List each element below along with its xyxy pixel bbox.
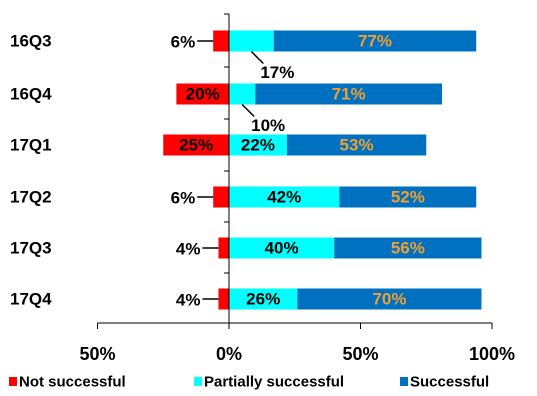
value-label-not-successful: 6% bbox=[171, 33, 196, 52]
labels-layer: 16Q3 6% 17% 77% 16Q4 20% 10% 71% 17Q1 25% 22% 53% 17… bbox=[10, 32, 425, 310]
bar-partially-successful-16Q4 bbox=[229, 83, 256, 105]
value-label-not-successful: 25% bbox=[179, 136, 213, 155]
value-label-partially-successful: 42% bbox=[267, 188, 301, 207]
category-label: 17Q2 bbox=[10, 188, 52, 207]
bar-not-successful-16Q4 bbox=[176, 83, 229, 105]
bar-partially-successful-17Q4 bbox=[229, 288, 298, 310]
category-label: 17Q1 bbox=[10, 136, 52, 155]
legend-label: Not successful bbox=[19, 374, 126, 391]
bar-successful-17Q4 bbox=[297, 288, 482, 310]
value-label-partially-successful: 22% bbox=[241, 136, 275, 155]
value-label-not-successful: 20% bbox=[186, 85, 220, 104]
value-label-not-successful: 4% bbox=[176, 291, 201, 310]
legend-swatch bbox=[400, 377, 408, 386]
axis-layer: 50% 0% 50% 100% bbox=[79, 13, 515, 364]
value-label-successful: 71% bbox=[332, 85, 366, 104]
value-label-partially-successful: 17% bbox=[260, 63, 294, 82]
x-tick-label: 100% bbox=[469, 344, 515, 364]
value-label-partially-successful: 10% bbox=[251, 116, 285, 135]
bar-successful-17Q2 bbox=[339, 186, 477, 208]
legend-swatch bbox=[9, 377, 17, 386]
value-label-partially-successful: 40% bbox=[265, 239, 299, 258]
bar-partially-successful-17Q1 bbox=[229, 134, 287, 156]
category-label: 16Q3 bbox=[10, 32, 52, 51]
leader-line-partially-successful bbox=[241, 103, 255, 118]
bar-successful-16Q3 bbox=[273, 30, 477, 52]
legend: Not successful Partially successful Succes… bbox=[9, 374, 489, 391]
x-tick-label: 50% bbox=[79, 344, 115, 364]
value-label-not-successful: 4% bbox=[176, 240, 201, 259]
legend-label: Successful bbox=[410, 374, 489, 391]
legend-swatch bbox=[194, 377, 202, 386]
bar-not-successful-17Q4 bbox=[218, 288, 229, 310]
bar-successful-16Q4 bbox=[255, 83, 443, 105]
x-tick-label: 50% bbox=[342, 344, 378, 364]
bar-partially-successful-17Q3 bbox=[229, 237, 335, 259]
value-label-successful: 70% bbox=[372, 290, 406, 309]
bar-successful-17Q1 bbox=[286, 134, 427, 156]
bar-partially-successful-17Q2 bbox=[229, 186, 340, 208]
bar-not-successful-17Q2 bbox=[213, 186, 229, 208]
value-label-successful: 53% bbox=[340, 136, 374, 155]
value-label-partially-successful: 26% bbox=[246, 290, 280, 309]
bar-successful-17Q3 bbox=[334, 237, 482, 259]
value-label-not-successful: 6% bbox=[171, 189, 196, 208]
value-label-successful: 52% bbox=[391, 188, 425, 207]
bar-partially-successful-16Q3 bbox=[229, 30, 274, 52]
category-label: 17Q3 bbox=[10, 239, 52, 258]
legend-label: Partially successful bbox=[204, 374, 344, 391]
bars-layer bbox=[163, 30, 482, 310]
category-label: 17Q4 bbox=[10, 290, 52, 309]
bar-not-successful-17Q3 bbox=[218, 237, 229, 259]
value-label-successful: 56% bbox=[391, 239, 425, 258]
bar-not-successful-17Q1 bbox=[163, 134, 229, 156]
bar-not-successful-16Q3 bbox=[213, 30, 229, 52]
category-label: 16Q4 bbox=[10, 85, 52, 104]
value-label-successful: 77% bbox=[358, 32, 392, 51]
x-tick-label: 0% bbox=[216, 344, 242, 364]
leader-line-partially-successful bbox=[250, 50, 264, 65]
